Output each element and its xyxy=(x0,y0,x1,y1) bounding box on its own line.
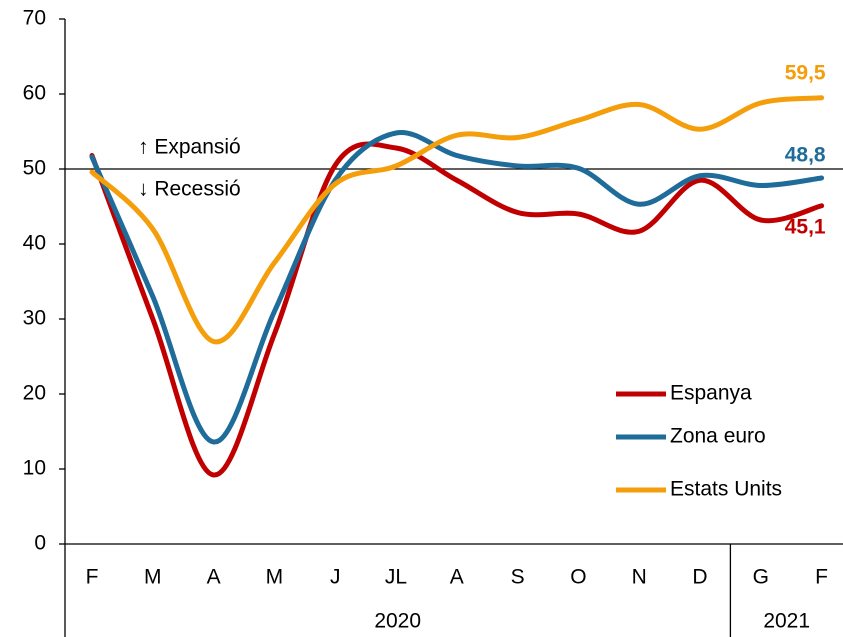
x-tick-label: M xyxy=(144,566,162,589)
y-tick-label: 60 xyxy=(23,82,46,105)
x-tick-label: S xyxy=(511,566,525,589)
annotation: ↓ Recessió xyxy=(138,178,241,201)
x-tick-label: A xyxy=(207,566,221,589)
x-tick-label: G xyxy=(753,566,769,589)
y-tick-label: 40 xyxy=(23,232,46,255)
legend-label: Espanya xyxy=(670,382,752,405)
legend-label: Zona euro xyxy=(670,425,766,448)
x-tick-label: J xyxy=(330,566,341,589)
series-line xyxy=(89,141,825,478)
y-tick-label: 70 xyxy=(23,7,46,30)
series-line xyxy=(89,95,825,345)
x-tick-label: M xyxy=(266,566,284,589)
x-tick-label: N xyxy=(632,566,647,589)
x-tick-label: A xyxy=(450,566,464,589)
legend-label: Estats Units xyxy=(670,478,782,501)
series-line xyxy=(89,130,825,445)
x-tick-label: F xyxy=(86,566,99,589)
y-tick-label: 10 xyxy=(23,457,46,480)
y-tick-label: 50 xyxy=(23,157,46,180)
data-label: 45,1 xyxy=(785,215,826,238)
year-label: 2020 xyxy=(374,610,421,633)
year-label: 2021 xyxy=(763,610,810,633)
y-tick-label: 0 xyxy=(34,532,46,555)
y-tick-label: 20 xyxy=(23,382,46,405)
x-tick-label: JL xyxy=(385,566,407,589)
x-tick-label: O xyxy=(570,566,586,589)
y-tick-label: 30 xyxy=(23,307,46,330)
data-label: 48,8 xyxy=(785,144,826,167)
annotation: ↑ Expansió xyxy=(138,136,241,159)
data-label: 59,5 xyxy=(785,61,826,84)
x-tick-label: F xyxy=(815,566,828,589)
x-tick-label: D xyxy=(692,566,707,589)
